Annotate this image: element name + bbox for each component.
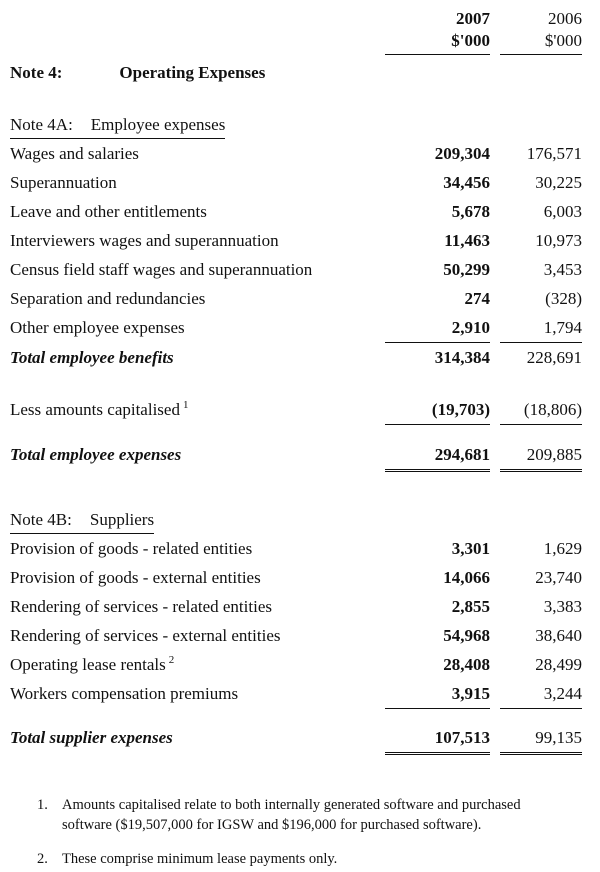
table-row: Interviewers wages and superannuation 11… <box>10 226 582 255</box>
footnote-number: 1. <box>37 797 48 813</box>
row-label: Less amounts capitalised 1 <box>10 399 189 419</box>
row-value-2007: 209,304 <box>434 144 490 163</box>
table-row: Operating lease rentals 2 28,408 28,499 <box>10 650 582 679</box>
table-row: Other employee expenses 2,910 1,794 <box>10 313 582 343</box>
row-value-2007: 3,301 <box>451 539 490 558</box>
table-row: Leave and other entitlements 5,678 6,003 <box>10 197 582 226</box>
less-amounts-capitalised-row: Less amounts capitalised 1 (19,703) (18,8… <box>10 395 582 425</box>
row-label: Rendering of services - external entitie… <box>10 626 281 645</box>
row-value-2006: (328) <box>545 289 582 308</box>
row-value-2007: 34,456 <box>443 173 490 192</box>
column-unit-2007: $'000 <box>385 30 490 55</box>
row-value-2006: 30,225 <box>535 173 582 192</box>
row-value-2006: 1,629 <box>543 539 582 558</box>
table-row: Census field staff wages and superannuat… <box>10 255 582 284</box>
row-value-2006: 6,003 <box>543 202 582 221</box>
row-value-2007: 5,678 <box>451 202 490 221</box>
footnote-ref-1: 1 <box>182 399 189 412</box>
row-value-2006: 23,740 <box>535 568 582 587</box>
section-a-heading-text: Employee expenses <box>90 115 226 134</box>
total-employee-expenses-row: Total employee expenses 294,681 209,885 <box>10 440 582 472</box>
row-value-2007: 54,968 <box>443 626 490 645</box>
total-value-2006: 99,135 <box>500 723 582 755</box>
row-label: Provision of goods - related entities <box>10 539 253 558</box>
row-label: Interviewers wages and superannuation <box>10 231 279 250</box>
column-unit-2006: $'000 <box>500 30 582 55</box>
row-value-2006: 3,383 <box>543 597 582 616</box>
table-row: Provision of goods - external entities 1… <box>10 563 582 592</box>
section-b-heading-label: Note 4B: <box>10 510 72 529</box>
footnote-text: Amounts capitalised relate to both inter… <box>62 797 521 833</box>
row-label: Census field staff wages and superannuat… <box>10 260 313 279</box>
row-label: Rendering of services - related entities <box>10 597 272 616</box>
table-row: Rendering of services - external entitie… <box>10 621 582 650</box>
row-value-2006: 3,244 <box>500 679 582 709</box>
table-row: Rendering of services - related entities… <box>10 592 582 621</box>
column-header-2007: 2007 <box>456 9 490 28</box>
total-value-2007: 294,681 <box>385 440 490 472</box>
row-label: Workers compensation premiums <box>10 684 239 703</box>
row-value-2007: 50,299 <box>443 260 490 279</box>
table-row: Superannuation 34,456 30,225 <box>10 168 582 197</box>
column-header-2006: 2006 <box>548 9 582 28</box>
table-row: Wages and salaries 209,304 176,571 <box>10 139 582 168</box>
section-b-heading-wrap: Note 4B: Suppliers <box>10 508 582 534</box>
row-value-2007: 2,910 <box>385 313 490 343</box>
row-value-2007: 3,915 <box>385 679 490 709</box>
section-b-heading: Note 4B: Suppliers <box>10 508 155 534</box>
section-b-heading-text: Suppliers <box>89 510 155 529</box>
total-value-2007: 107,513 <box>385 723 490 755</box>
section-a-heading-wrap: Note 4A: Employee expenses <box>10 113 582 139</box>
row-value-2006: 10,973 <box>535 231 582 250</box>
footnote-2: 2. These comprise minimum lease payments… <box>10 849 582 869</box>
row-label: Operating lease rentals 2 <box>10 654 175 674</box>
row-label: Leave and other entitlements <box>10 202 207 221</box>
row-label: Superannuation <box>10 173 117 192</box>
row-value-2007: 274 <box>464 289 491 308</box>
row-label: Separation and redundancies <box>10 289 206 308</box>
subtotal-value-2007: 314,384 <box>434 348 490 367</box>
row-value-2006: (18,806) <box>500 395 582 425</box>
footnote-number: 2. <box>37 851 48 867</box>
total-supplier-expenses-row: Total supplier expenses 107,513 99,135 <box>10 723 582 755</box>
row-value-2006: 3,453 <box>543 260 582 279</box>
row-value-2006: 1,794 <box>500 313 582 343</box>
total-label: Total employee expenses <box>10 445 182 464</box>
total-value-2006: 209,885 <box>500 440 582 472</box>
row-value-2007: 2,855 <box>451 597 490 616</box>
row-value-2007: 28,408 <box>443 655 490 674</box>
row-value-2006: 28,499 <box>535 655 582 674</box>
note-title-label: Note 4: <box>10 63 63 82</box>
row-value-2007: 14,066 <box>443 568 490 587</box>
row-value-2007: (19,703) <box>385 395 490 425</box>
footnote-1: 1. Amounts capitalised relate to both in… <box>10 795 582 835</box>
column-year-header: 2007 2006 <box>10 8 582 30</box>
table-row: Workers compensation premiums 3,915 3,24… <box>10 679 582 709</box>
section-a-heading: Note 4A: Employee expenses <box>10 113 226 139</box>
section-a-heading-label: Note 4A: <box>10 115 73 134</box>
row-value-2006: 176,571 <box>526 144 582 163</box>
footnote-text: These comprise minimum lease payments on… <box>62 851 338 867</box>
subtotal-value-2006: 228,691 <box>526 348 582 367</box>
column-unit-header: $'000 $'000 <box>10 30 582 55</box>
table-row: Separation and redundancies 274 (328) <box>10 284 582 313</box>
table-row: Provision of goods - related entities 3,… <box>10 534 582 563</box>
note-title-text: Operating Expenses <box>119 63 266 82</box>
footnotes: 1. Amounts capitalised relate to both in… <box>10 795 582 869</box>
row-value-2007: 11,463 <box>444 231 490 250</box>
row-label: Provision of goods - external entities <box>10 568 261 587</box>
subtotal-row-employee-benefits: Total employee benefits 314,384 228,691 <box>10 343 582 372</box>
row-label: Other employee expenses <box>10 318 185 337</box>
row-label: Wages and salaries <box>10 144 139 163</box>
row-value-2006: 38,640 <box>535 626 582 645</box>
total-label: Total supplier expenses <box>10 728 173 747</box>
note-title: Note 4: Operating Expenses <box>10 61 582 85</box>
footnote-ref-2: 2 <box>168 654 175 667</box>
subtotal-label: Total employee benefits <box>10 348 174 367</box>
